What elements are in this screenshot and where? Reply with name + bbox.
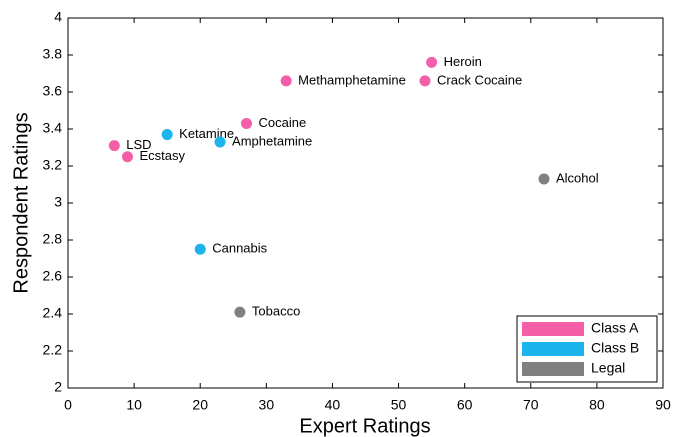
y-tick-label: 3.8 (43, 46, 63, 62)
legend-swatch (522, 342, 584, 356)
x-tick-label: 30 (259, 397, 275, 413)
legend-label: Legal (591, 360, 625, 376)
point (538, 173, 550, 185)
point-label: Tobacco (252, 304, 300, 319)
point (241, 117, 252, 129)
x-tick-label: 80 (589, 397, 605, 413)
point (161, 129, 173, 141)
x-axis-label: Expert Ratings (299, 415, 430, 437)
x-tick-label: 0 (64, 397, 72, 413)
point-label: Cocaine (259, 115, 307, 130)
point-label: Ketamine (179, 126, 234, 141)
legend-label: Class B (591, 340, 639, 356)
x-tick-label: 10 (126, 397, 142, 413)
legend-swatch (522, 362, 584, 376)
point (426, 56, 438, 68)
y-tick-label: 2.4 (43, 305, 63, 321)
y-tick-label: 2 (54, 379, 62, 395)
y-tick-label: 3 (54, 194, 62, 210)
point-label: Crack Cocaine (437, 72, 522, 87)
point-label: LSD (126, 137, 151, 152)
x-tick-label: 90 (655, 397, 671, 413)
point-label: Methamphetamine (298, 72, 406, 87)
y-tick-label: 2.6 (43, 268, 63, 284)
point (214, 136, 226, 148)
point (419, 75, 431, 87)
x-tick-label: 40 (325, 397, 341, 413)
point-label: Ecstasy (140, 148, 186, 163)
point (234, 306, 246, 318)
point-label: Cannabis (212, 241, 267, 256)
y-axis-label: Respondent Ratings (10, 112, 32, 293)
x-tick-label: 70 (523, 397, 539, 413)
y-tick-label: 3.4 (43, 120, 63, 136)
point (194, 243, 206, 255)
point (122, 151, 133, 163)
x-tick-label: 50 (391, 397, 407, 413)
point-label: Alcohol (556, 170, 599, 185)
y-tick-label: 2.2 (43, 342, 63, 358)
y-tick-label: 3.6 (43, 83, 63, 99)
y-tick-label: 3.2 (43, 157, 63, 173)
y-tick-label: 2.8 (43, 231, 63, 247)
point-label: Heroin (444, 54, 482, 69)
y-tick-label: 4 (54, 9, 62, 25)
point-label: Amphetamine (232, 133, 312, 148)
x-tick-label: 20 (192, 397, 208, 413)
point (280, 75, 292, 87)
point (108, 140, 120, 152)
legend-label: Class A (591, 320, 639, 336)
x-tick-label: 60 (457, 397, 473, 413)
legend-swatch (522, 322, 584, 336)
